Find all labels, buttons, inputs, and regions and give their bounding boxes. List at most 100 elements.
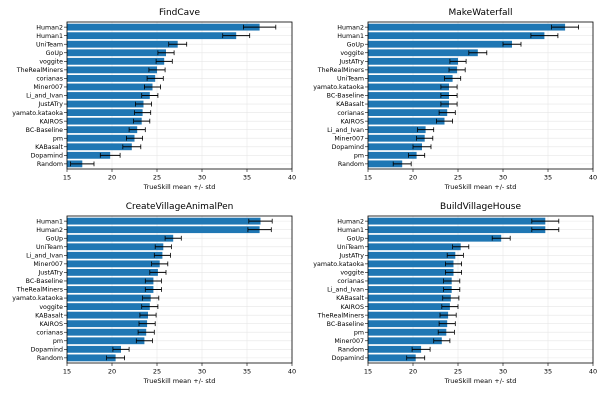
bar [368, 83, 449, 91]
bar [67, 74, 156, 82]
bar [368, 328, 447, 336]
y-tick-label: GoUp [347, 41, 364, 48]
bar [368, 32, 545, 40]
bar [368, 57, 458, 65]
bar [368, 160, 403, 168]
y-tick-label: KAIROS [340, 118, 364, 125]
y-tick-label: JustATry [37, 101, 63, 108]
x-tick-label: 35 [544, 174, 552, 182]
bar [368, 92, 449, 99]
y-tick-label: Human2 [337, 24, 364, 31]
x-tick-label: 40 [589, 368, 597, 376]
y-tick-label: Li_and_Ivan [26, 253, 63, 260]
y-tick-label: BC-Baseline [327, 321, 364, 328]
bar [67, 143, 132, 151]
y-tick-label: Li_and_Ivan [26, 93, 63, 100]
x-axis-label: TrueSkill mean +/- std [444, 183, 517, 191]
bar [67, 311, 148, 319]
y-tick-label: JustATry [37, 270, 63, 277]
bar [368, 311, 449, 319]
bar [368, 126, 426, 134]
x-tick-label: 20 [409, 368, 417, 376]
bar [67, 66, 157, 74]
bar [368, 354, 416, 362]
y-tick-label: Li_and_Ivan [327, 127, 364, 134]
bar [67, 100, 144, 108]
bar [368, 226, 546, 234]
y-tick-label: voggite [340, 50, 364, 57]
x-axis-label: TrueSkill mean +/- std [143, 183, 216, 191]
axes-frame [367, 215, 594, 364]
y-tick-label: corianas [36, 329, 63, 336]
bar [67, 260, 160, 268]
bar [67, 268, 158, 276]
bar [368, 303, 450, 311]
bar [368, 40, 512, 48]
bar [368, 134, 425, 142]
y-tick-label: Random [338, 347, 364, 354]
bar [67, 320, 148, 328]
y-tick-label: corianas [36, 76, 63, 83]
y-tick-label: pm [354, 329, 364, 336]
y-tick-label: Dopamind [332, 144, 364, 151]
bar [67, 57, 165, 65]
bar [67, 354, 116, 362]
bar [368, 251, 456, 259]
y-tick-label: KABasalt [35, 144, 63, 151]
x-tick-label: 40 [288, 174, 296, 182]
bar [67, 337, 145, 345]
y-tick-label: UniTeam [36, 41, 63, 48]
x-axis-label: TrueSkill mean +/- std [444, 377, 517, 385]
x-tick-label: 15 [364, 174, 372, 182]
bar [368, 151, 417, 159]
y-tick-label: UniTeam [337, 76, 364, 83]
bar [67, 234, 174, 242]
y-tick-label: pm [354, 153, 364, 160]
y-tick-label: KAIROS [39, 118, 63, 125]
y-tick-label: Dopamind [332, 355, 364, 362]
bar [67, 151, 111, 159]
y-tick-label: JustATry [338, 253, 364, 260]
y-tick-label: Dopamind [31, 153, 63, 160]
y-tick-label: KABasalt [35, 312, 63, 319]
x-tick-label: 25 [153, 368, 161, 376]
y-tick-label: UniTeam [337, 244, 364, 251]
bar [67, 226, 260, 234]
y-tick-label: yamato.kataoka [313, 261, 364, 268]
y-tick-label: KAIROS [340, 304, 364, 311]
y-tick-label: TheRealMiners [317, 67, 364, 74]
y-tick-label: voggite [340, 270, 364, 277]
y-tick-label: Miner007 [33, 261, 63, 268]
bar [67, 92, 150, 99]
x-tick-label: 30 [499, 368, 507, 376]
x-tick-label: 35 [243, 174, 251, 182]
y-tick-label: Miner007 [33, 84, 63, 91]
bar [67, 303, 150, 311]
bar [368, 117, 445, 125]
x-tick-label: 30 [198, 368, 206, 376]
y-tick-label: KAIROS [39, 321, 63, 328]
y-tick-label: corianas [337, 110, 364, 117]
chart-title: MakeWaterfall [449, 8, 513, 18]
y-tick-label: JustATry [338, 59, 364, 66]
bar [368, 100, 449, 108]
y-tick-label: Random [37, 355, 63, 362]
x-tick-label: 35 [243, 368, 251, 376]
bar [67, 32, 237, 40]
chart-title: FindCave [159, 8, 201, 18]
bar [67, 126, 138, 134]
bar [67, 243, 164, 251]
bar [67, 328, 147, 336]
bar [368, 143, 422, 151]
y-tick-label: Human2 [36, 227, 63, 234]
bar [67, 83, 153, 91]
y-tick-label: voggite [39, 304, 63, 311]
bar [368, 286, 452, 293]
axes-frame [66, 215, 293, 364]
x-tick-label: 35 [544, 368, 552, 376]
y-tick-label: Miner007 [334, 135, 364, 142]
x-axis-label: TrueSkill mean +/- std [143, 377, 216, 385]
y-tick-label: Human1 [36, 218, 63, 225]
